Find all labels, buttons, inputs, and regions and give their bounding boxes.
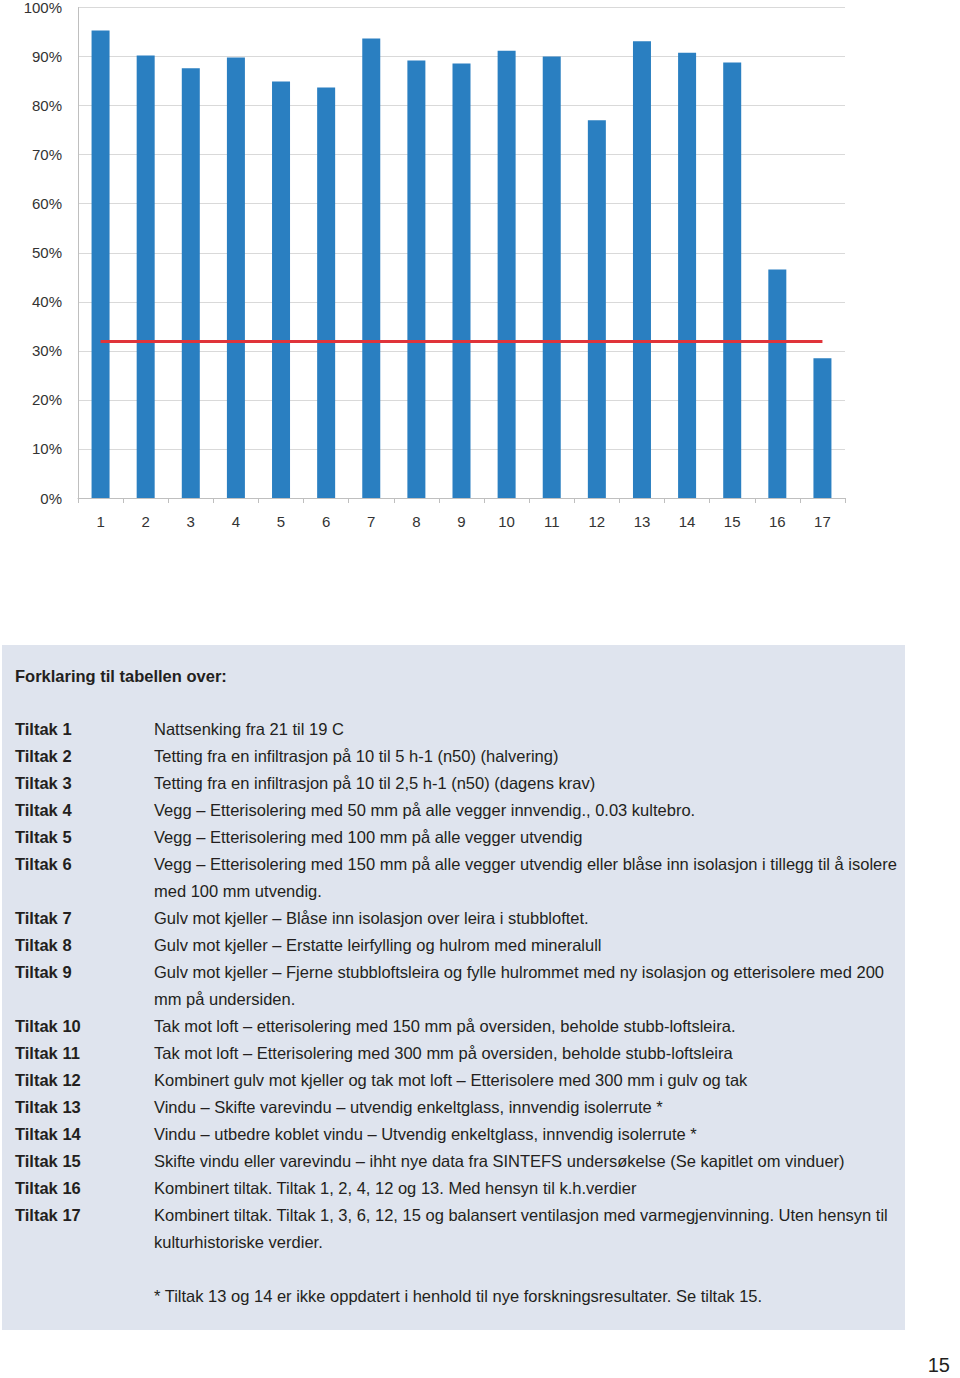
html-text:Tiltak 11: Tiltak 11 <box>15 1044 80 1062</box>
svg-text:40%: 40% <box>32 293 62 310</box>
svg-text:14: 14 <box>679 513 696 530</box>
html-text:Vindu – utbedre koblet vindu –: Vindu – utbedre koblet vindu – Utvendig … <box>154 1125 697 1143</box>
html-text:Tak mot loft – etterisolering: Tak mot loft – etterisolering med 150 mm… <box>154 1017 736 1035</box>
html-text:Kombinert tiltak. Tiltak 1, 2,: Kombinert tiltak. Tiltak 1, 2, 4, 12 og … <box>154 1179 637 1197</box>
html-text:Tiltak 8: Tiltak 8 <box>15 936 72 954</box>
html-text:Skifte vindu eller varevindu –: Skifte vindu eller varevindu – ihht nye … <box>154 1152 845 1170</box>
html-text:Tiltak 3: Tiltak 3 <box>15 774 72 792</box>
svg-text:8: 8 <box>412 513 420 530</box>
svg-text:17: 17 <box>814 513 831 530</box>
svg-text:15: 15 <box>724 513 741 530</box>
html-text:Tiltak 7: Tiltak 7 <box>15 909 72 927</box>
html-text:Tak mot loft – Etterisolering: Tak mot loft – Etterisolering med 300 mm… <box>154 1044 733 1062</box>
html-text:Kombinert gulv mot kjeller og: Kombinert gulv mot kjeller og tak mot lo… <box>154 1071 748 1089</box>
svg-text:100%: 100% <box>24 0 62 16</box>
svg-text:60%: 60% <box>32 195 62 212</box>
html-text:Tiltak 14: Tiltak 14 <box>15 1125 81 1143</box>
svg-text:20%: 20% <box>32 391 62 408</box>
html-text:Tiltak 2: Tiltak 2 <box>15 747 72 765</box>
html-text:Tiltak 5: Tiltak 5 <box>15 828 72 846</box>
html-text:Tiltak 1: Tiltak 1 <box>15 720 72 738</box>
svg-text:70%: 70% <box>32 146 62 163</box>
svg-text:16: 16 <box>769 513 786 530</box>
html-text:Tiltak 17: Tiltak 17 <box>15 1206 81 1224</box>
html-text:Vegg – Etterisolering med 150: Vegg – Etterisolering med 150 mm på alle… <box>154 855 897 900</box>
html-text:Tiltak 13: Tiltak 13 <box>15 1098 81 1116</box>
svg-text:6: 6 <box>322 513 330 530</box>
svg-text:10%: 10% <box>32 440 62 457</box>
html-text:* Tiltak 13 og 14 er ikke oppd: * Tiltak 13 og 14 er ikke oppdatert i he… <box>154 1287 763 1305</box>
html-text:Vegg – Etterisolering med 50 m: Vegg – Etterisolering med 50 mm på alle … <box>154 801 696 819</box>
html-text:Tiltak 16: Tiltak 16 <box>15 1179 81 1197</box>
html-text:Nattsenking fra 21 til 19 C: Nattsenking fra 21 til 19 C <box>154 720 344 738</box>
html-text:Tetting fra en infiltrasjon på: Tetting fra en infiltrasjon på 10 til 2,… <box>154 774 596 792</box>
svg-text:5: 5 <box>277 513 285 530</box>
svg-text:4: 4 <box>232 513 240 530</box>
html-text:Vindu – Skifte varevindu – utv: Vindu – Skifte varevindu – utvendig enke… <box>154 1098 663 1116</box>
svg-text:3: 3 <box>187 513 195 530</box>
html-text:15: 15 <box>927 1354 950 1376</box>
svg-text:30%: 30% <box>32 342 62 359</box>
svg-text:13: 13 <box>634 513 651 530</box>
html-text:Kombinert tiltak. Tiltak 1, 3,: Kombinert tiltak. Tiltak 1, 3, 6, 12, 15… <box>154 1206 888 1251</box>
html-text:Tetting fra en infiltrasjon på: Tetting fra en infiltrasjon på 10 til 5 … <box>154 747 559 765</box>
html-text:Tiltak 9: Tiltak 9 <box>15 963 72 981</box>
svg-text:12: 12 <box>589 513 606 530</box>
svg-text:50%: 50% <box>32 244 62 261</box>
html-text:Tiltak 6: Tiltak 6 <box>15 855 72 873</box>
svg-text:80%: 80% <box>32 97 62 114</box>
svg-text:1: 1 <box>96 513 104 530</box>
svg-text:90%: 90% <box>32 48 62 65</box>
svg-text:11: 11 <box>544 513 560 530</box>
html-text:Gulv mot kjeller – Erstatte le: Gulv mot kjeller – Erstatte leirfylling … <box>154 936 602 954</box>
html-text:Gulv mot kjeller – Blåse inn i: Gulv mot kjeller – Blåse inn isolasjon o… <box>154 909 589 927</box>
svg-text:0%: 0% <box>40 490 62 507</box>
html-text:Gulv mot kjeller – Fjerne stub: Gulv mot kjeller – Fjerne stubbloftsleir… <box>154 963 884 1008</box>
html-text:Forklaring til tabellen over:: Forklaring til tabellen over: <box>15 667 227 685</box>
svg-text:2: 2 <box>142 513 150 530</box>
html-text:Vegg – Etterisolering med 100: Vegg – Etterisolering med 100 mm på alle… <box>154 828 583 846</box>
svg-text:10: 10 <box>498 513 515 530</box>
html-text:Tiltak 15: Tiltak 15 <box>15 1152 81 1170</box>
html-text:Tiltak 12: Tiltak 12 <box>15 1071 81 1089</box>
html-text:Tiltak 4: Tiltak 4 <box>15 801 72 819</box>
svg-text:7: 7 <box>367 513 375 530</box>
html-text:Tiltak 10: Tiltak 10 <box>15 1017 81 1035</box>
svg-text:9: 9 <box>457 513 465 530</box>
